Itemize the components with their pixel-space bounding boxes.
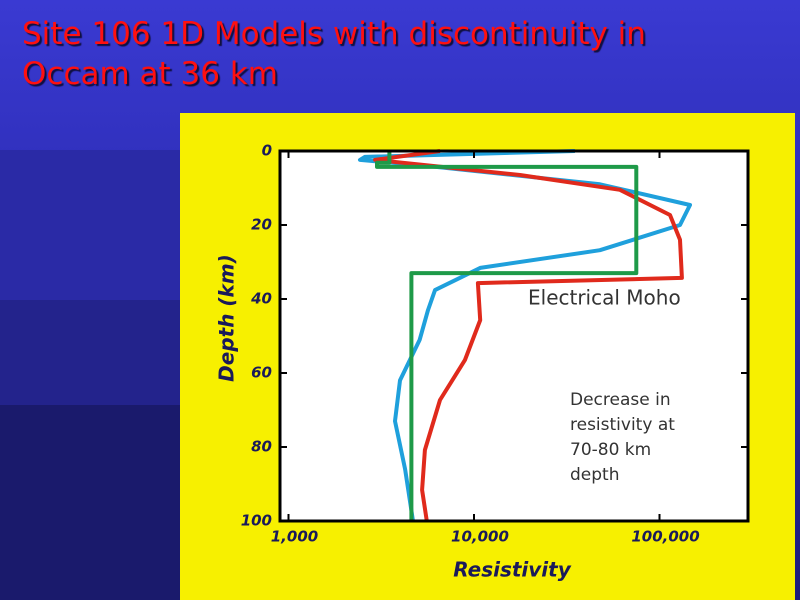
background-band: [0, 300, 180, 405]
y-tick-label: 0: [262, 142, 272, 160]
annotation: Electrical Moho: [528, 286, 681, 310]
title-line: Occam at 36 km: [22, 56, 278, 92]
y-tick-label: 60: [251, 364, 272, 382]
annotation: Decrease in: [570, 390, 671, 410]
y-tick-label: 100: [241, 512, 272, 530]
x-tick-label: 100,000: [631, 528, 699, 546]
title-line: Site 106 1D Models with discontinuity in: [22, 16, 646, 52]
annotation: resistivity at: [570, 415, 675, 435]
plot-frame: [278, 149, 750, 523]
annotation: 70-80 km: [570, 440, 651, 460]
annotation: depth: [570, 465, 619, 485]
data-line: [375, 151, 639, 521]
data-line: [373, 149, 684, 522]
x-axis-label: Resistivity: [453, 558, 572, 582]
background-band: [0, 150, 180, 300]
y-tick-label: 80: [251, 438, 272, 456]
plot-area: [280, 151, 748, 521]
x-tick-label: 10,000: [451, 528, 509, 546]
y-tick-label: 40: [250, 290, 272, 308]
background-band: [0, 405, 180, 600]
slide-title: Site 106 1D Models with discontinuity in…: [22, 14, 646, 94]
y-tick-label: 20: [251, 216, 272, 234]
y-axis-label: Depth (km): [215, 254, 239, 382]
x-tick-label: 1,000: [271, 528, 318, 546]
